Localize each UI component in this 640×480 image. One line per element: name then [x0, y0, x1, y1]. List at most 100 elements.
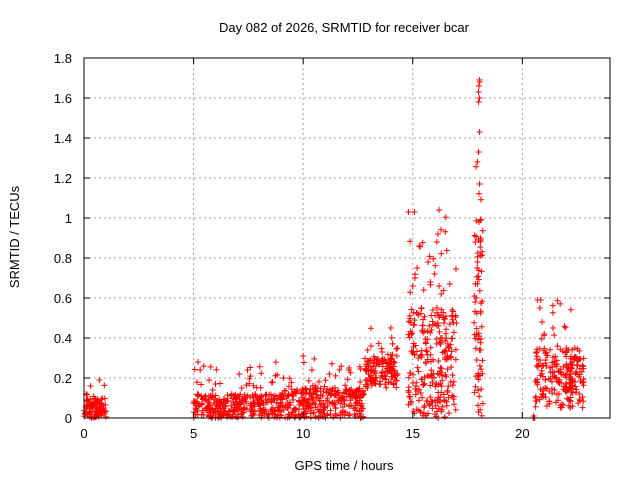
data-point: [249, 411, 256, 418]
y-tick-label: 0.6: [54, 291, 72, 306]
data-point: [356, 385, 363, 392]
data-point: [347, 391, 354, 398]
data-point: [360, 414, 367, 421]
data-point: [406, 393, 413, 400]
data-point: [256, 363, 263, 370]
data-point: [333, 392, 340, 399]
data-point: [550, 325, 557, 331]
data-point: [271, 414, 278, 421]
data-point: [421, 327, 428, 334]
data-point: [390, 380, 397, 387]
data-point: [417, 243, 424, 250]
data-point: [279, 390, 286, 397]
data-point: [417, 352, 424, 359]
data-point: [102, 413, 109, 420]
data-point: [268, 379, 275, 386]
data-point: [347, 369, 354, 376]
data-point: [553, 357, 560, 364]
data-point: [567, 353, 574, 360]
data-point: [430, 255, 437, 262]
data-point: [474, 280, 481, 287]
data-point: [416, 243, 423, 249]
data-point: [332, 410, 339, 417]
data-point: [300, 353, 307, 359]
y-tick-label: 0: [65, 411, 72, 426]
data-point: [555, 367, 562, 374]
data-point: [419, 394, 426, 401]
data-point: [84, 391, 90, 398]
data-point: [476, 95, 483, 101]
data-point: [452, 406, 459, 413]
data-point: [346, 403, 353, 410]
data-point: [288, 379, 295, 386]
data-point: [541, 345, 548, 352]
data-point: [446, 321, 453, 328]
data-point: [216, 401, 223, 408]
data-point: [356, 363, 363, 370]
data-point: [475, 402, 482, 409]
data-point: [431, 374, 438, 381]
data-point: [370, 363, 377, 370]
data-point: [471, 389, 478, 396]
data-point: [372, 380, 379, 387]
data-point: [428, 367, 435, 374]
data-point: [321, 383, 328, 390]
data-point: [411, 351, 418, 358]
data-point: [290, 396, 297, 403]
data-point: [274, 371, 281, 378]
data-point: [435, 322, 442, 329]
data-point: [424, 356, 431, 363]
data-point: [423, 347, 430, 354]
data-point: [285, 391, 292, 398]
data-point: [421, 374, 428, 381]
data-point: [208, 414, 215, 421]
data-point: [548, 378, 555, 385]
data-point: [472, 335, 479, 342]
data-point: [569, 385, 576, 392]
data-point: [434, 399, 441, 406]
data-point: [563, 345, 570, 352]
data-point: [471, 232, 478, 239]
data-point: [429, 307, 436, 314]
data-point: [555, 378, 562, 385]
x-tick-label: 20: [515, 426, 529, 441]
data-point: [101, 395, 108, 402]
data-point: [575, 400, 582, 407]
data-point: [374, 355, 381, 362]
data-point: [207, 402, 214, 409]
data-point: [422, 340, 429, 347]
data-point: [475, 89, 482, 95]
data-point: [373, 374, 380, 381]
data-point: [442, 337, 449, 344]
data-point: [246, 380, 253, 387]
data-point: [429, 318, 436, 325]
data-point: [339, 411, 346, 418]
data-point: [429, 405, 436, 412]
data-point: [358, 408, 365, 415]
data-point: [412, 391, 419, 398]
data-point: [272, 359, 279, 366]
data-point: [393, 384, 400, 391]
data-point: [473, 325, 480, 332]
data-point: [449, 372, 456, 379]
data-point: [475, 273, 482, 280]
data-point: [212, 381, 219, 387]
data-point: [576, 391, 583, 397]
data-point: [449, 316, 456, 323]
data-point: [249, 402, 256, 409]
data-point: [421, 402, 428, 409]
x-tick-label: 0: [80, 426, 87, 441]
x-tick-label: 5: [190, 426, 197, 441]
data-point: [563, 371, 570, 377]
data-point: [392, 377, 399, 384]
data-point: [438, 250, 445, 257]
data-point: [411, 317, 418, 324]
data-point: [450, 396, 457, 403]
data-point: [473, 295, 480, 301]
data-point: [476, 77, 483, 83]
data-point: [576, 396, 583, 403]
data-point: [435, 405, 442, 412]
data-point: [443, 247, 450, 254]
data-point: [387, 352, 394, 359]
data-point: [236, 371, 243, 378]
